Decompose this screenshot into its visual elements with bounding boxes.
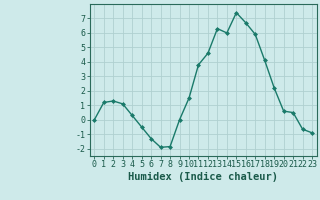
X-axis label: Humidex (Indice chaleur): Humidex (Indice chaleur)	[128, 172, 278, 182]
